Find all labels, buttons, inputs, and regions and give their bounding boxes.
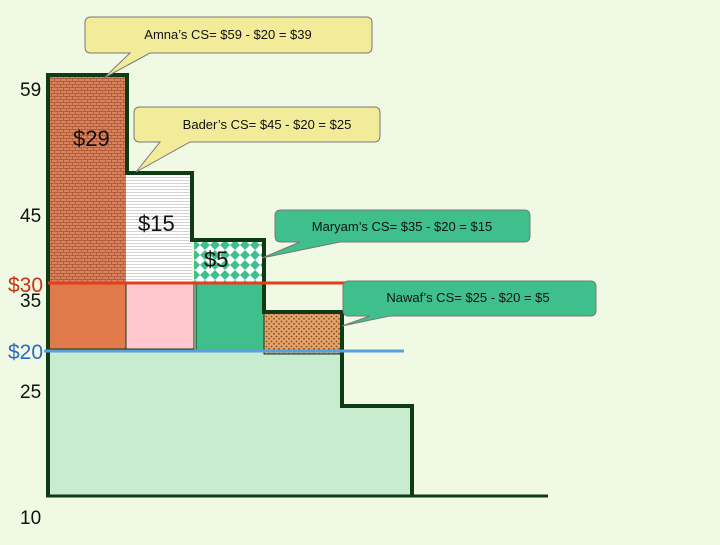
maryam-base-block [195,283,265,352]
nawaf-callout-text: Nawaf’s CS= $25 - $20 = $5 [386,290,549,305]
maryam-callout-text: Maryam’s CS= $35 - $20 = $15 [312,219,492,234]
amna-surplus-block [48,77,126,283]
bader-value-label: $15 [138,211,175,236]
lower-demand-area [48,352,412,497]
axis-label-35: 35 [20,291,41,312]
maryam-surplus-block [194,240,264,283]
price-label-20: $20 [8,341,43,364]
axis-label-45: 45 [20,206,41,227]
price-label-30: $30 [8,274,43,297]
nawaf-surplus-block [263,311,343,355]
maryam-callout: Maryam’s CS= $35 - $20 = $15 [261,209,531,259]
maryam-value-label: $5 [204,247,228,272]
amna-callout-text: Amna’s CS= $59 - $20 = $39 [144,27,311,42]
amna-callout: Amna’s CS= $59 - $20 = $39 [84,16,373,79]
demand-staircase [48,73,414,497]
nawaf-callout: Nawaf’s CS= $25 - $20 = $5 [341,280,597,327]
axis-label-59: 59 [20,80,41,101]
bader-base-block [125,283,195,350]
axis-label-25: 25 [20,382,41,403]
amna-value-label: $29 [73,126,110,151]
axis-label-10: 10 [20,508,41,529]
bader-callout: Bader’s CS= $45 - $20 = $25 [133,106,381,173]
bader-surplus-block [126,172,192,283]
amna-base-block [47,283,127,350]
bader-callout-text: Bader’s CS= $45 - $20 = $25 [183,117,352,132]
